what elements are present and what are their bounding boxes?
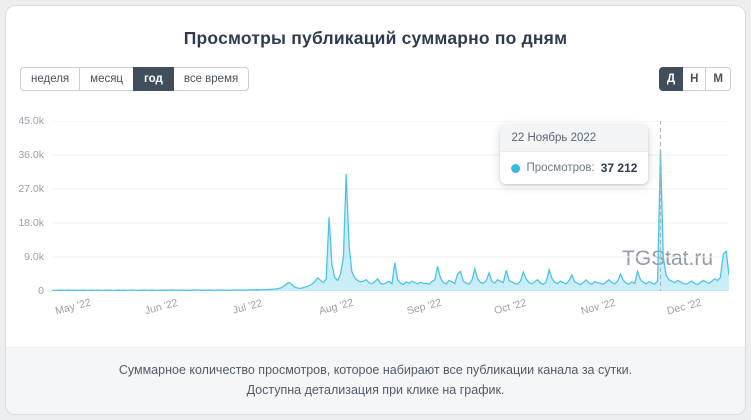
tooltip-value: 37 212 <box>600 161 638 176</box>
chart-description: Суммарное количество просмотров, которое… <box>6 347 745 414</box>
x-tick-label: May '22 <box>53 296 93 318</box>
x-tick-label: Nov '22 <box>580 297 618 318</box>
range-button-1[interactable]: месяц <box>79 67 135 92</box>
tooltip-body: Просмотров: 37 212 <box>500 152 649 185</box>
y-tick-label: 27.0k <box>18 183 44 196</box>
granularity-button-2[interactable]: М <box>705 67 731 92</box>
plot-area: TGStat.ru May '22 Jun '22 Jul '22 Aug '22 Se… <box>52 121 729 318</box>
y-tick-label: 45.0k <box>18 115 44 128</box>
y-tick-label: 0 <box>38 285 44 298</box>
x-tick-label: Jul '22 <box>231 297 264 318</box>
range-button-0[interactable]: неделя <box>20 67 81 92</box>
chart-tooltip: 22 Ноябрь 2022 Просмотров: 37 212 <box>500 125 649 185</box>
series-dot-icon <box>511 163 521 173</box>
x-tick-label: Dec '22 <box>665 297 703 318</box>
range-selector: неделя месяц год все время <box>20 67 250 92</box>
granularity-button-1[interactable]: Н <box>682 67 707 92</box>
range-button-2[interactable]: год <box>133 67 174 92</box>
description-line-2: Доступна детализация при клике на график… <box>246 383 505 397</box>
x-tick-label: Sep '22 <box>405 297 444 318</box>
range-button-3[interactable]: все время <box>172 67 250 92</box>
granularity-button-0[interactable]: Д <box>658 67 684 92</box>
page-title: Просмотры публикаций суммарно по дням <box>183 28 568 48</box>
tooltip-series-label: Просмотров: <box>526 162 595 175</box>
x-tick-label: Oct '22 <box>492 297 528 318</box>
chart-area: 0 9.0k 18.0k 27.0k 36.0k 45.0k TGStat.ru May … <box>6 115 745 318</box>
y-tick-label: 9.0k <box>24 251 44 264</box>
description-line-1: Суммарное количество просмотров, которое… <box>118 363 633 377</box>
x-axis-labels: May '22 Jun '22 Jul '22 Aug '22 Sep '22 Oct '… <box>52 295 729 327</box>
y-tick-label: 36.0k <box>18 149 44 162</box>
tooltip-date: 22 Ноябрь 2022 <box>500 125 649 153</box>
x-tick-label: Aug '22 <box>317 297 355 318</box>
y-tick-label: 18.0k <box>18 217 44 230</box>
watermark: TGStat.ru <box>621 247 713 271</box>
x-tick-label: Jun '22 <box>143 297 180 318</box>
chart-card: Просмотры публикаций суммарно по дням не… <box>5 5 746 415</box>
y-axis-labels: 0 9.0k 18.0k 27.0k 36.0k 45.0k <box>6 115 52 297</box>
